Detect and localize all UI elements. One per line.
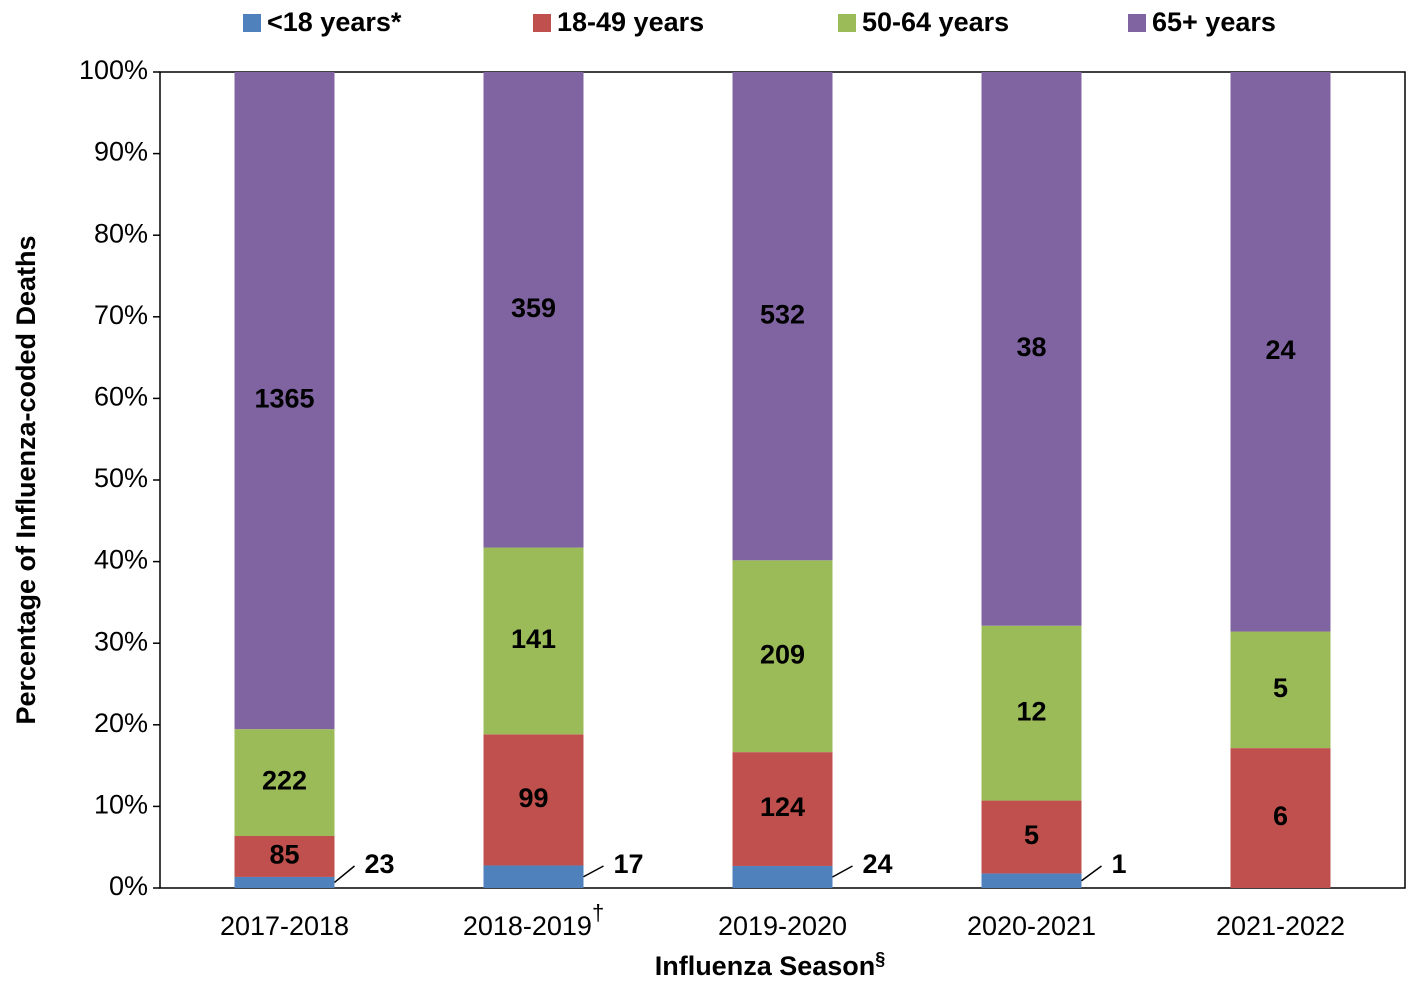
leader-line (583, 865, 604, 878)
y-tick-label: 70% (94, 300, 148, 330)
bar-segment (732, 72, 833, 561)
bar-segment (981, 873, 1082, 888)
data-label: 5 (1024, 820, 1039, 850)
y-tick-label: 60% (94, 382, 148, 412)
bar-segment (483, 865, 584, 888)
data-label: 23 (365, 849, 395, 879)
legend-swatch (1128, 14, 1146, 32)
data-label: 222 (262, 766, 307, 796)
data-label: 1 (1112, 849, 1127, 879)
data-label: 24 (1265, 335, 1295, 365)
x-axis-note: § (875, 949, 885, 969)
data-label: 99 (518, 783, 548, 813)
legend-swatch (243, 14, 261, 32)
data-label: 5 (1273, 673, 1288, 703)
y-tick-label: 50% (94, 463, 148, 493)
bar-segment (732, 560, 833, 753)
bar-segment (1230, 748, 1331, 888)
leader-line (832, 865, 853, 878)
bar-segment (234, 72, 335, 730)
data-label: 209 (760, 639, 805, 669)
legend-swatch (533, 14, 551, 32)
bar-segment (234, 836, 335, 877)
y-tick-label: 90% (94, 137, 148, 167)
x-tick-label: 2018-2019† (463, 900, 604, 941)
x-axis-title: Influenza Season (655, 951, 876, 981)
bar-segment (1230, 631, 1331, 749)
y-tick-label: 80% (94, 218, 148, 248)
leader-line (1081, 865, 1102, 882)
y-tick-label: 0% (109, 871, 148, 901)
bar-segment (234, 876, 335, 888)
category-name: 2018-2019 (463, 911, 592, 941)
legend-label: 18-49 years (557, 7, 704, 37)
bar-segment (981, 72, 1082, 626)
bar-segment (981, 625, 1082, 801)
data-label: 17 (614, 849, 644, 879)
x-axis-label: Influenza Season§ (655, 949, 886, 981)
y-tick-label: 40% (94, 545, 148, 575)
y-tick-label: 30% (94, 626, 148, 656)
legend-swatch (838, 14, 856, 32)
legend-label: 50-64 years (862, 7, 1009, 37)
category-name: 2019-2020 (718, 911, 847, 941)
bar-segment (483, 734, 584, 866)
data-label: 1365 (254, 384, 314, 414)
legend-label: 65+ years (1152, 7, 1276, 37)
data-label: 359 (511, 293, 556, 323)
data-label: 124 (760, 792, 805, 822)
y-axis-label: Percentage of Influenza-coded Deaths (11, 235, 41, 724)
category-note: † (592, 900, 604, 925)
leader-line (334, 865, 355, 884)
category-name: 2017-2018 (220, 911, 349, 941)
x-tick-label: 2020-2021 (967, 911, 1096, 941)
x-tick-label: 2021-2022 (1216, 911, 1345, 941)
bar-segment (732, 865, 833, 888)
x-tick-label: 2019-2020 (718, 911, 847, 941)
bar-segment (981, 800, 1082, 874)
data-label: 6 (1273, 801, 1288, 831)
category-name: 2020-2021 (967, 911, 1096, 941)
y-tick-label: 100% (79, 55, 148, 85)
data-label: 12 (1016, 696, 1046, 726)
data-label: 532 (760, 299, 805, 329)
data-label: 141 (511, 624, 556, 654)
data-label: 85 (269, 840, 299, 870)
data-label: 24 (863, 849, 893, 879)
data-label: 38 (1016, 332, 1046, 362)
y-tick-label: 20% (94, 708, 148, 738)
bar-segment (1230, 72, 1331, 632)
bar-segment (483, 72, 584, 548)
bar-segment (732, 752, 833, 866)
legend-label: <18 years* (267, 7, 402, 37)
y-tick-label: 10% (94, 790, 148, 820)
bar-segment (483, 547, 584, 735)
category-name: 2021-2022 (1216, 911, 1345, 941)
x-tick-label: 2017-2018 (220, 911, 349, 941)
bar-segment (234, 729, 335, 837)
